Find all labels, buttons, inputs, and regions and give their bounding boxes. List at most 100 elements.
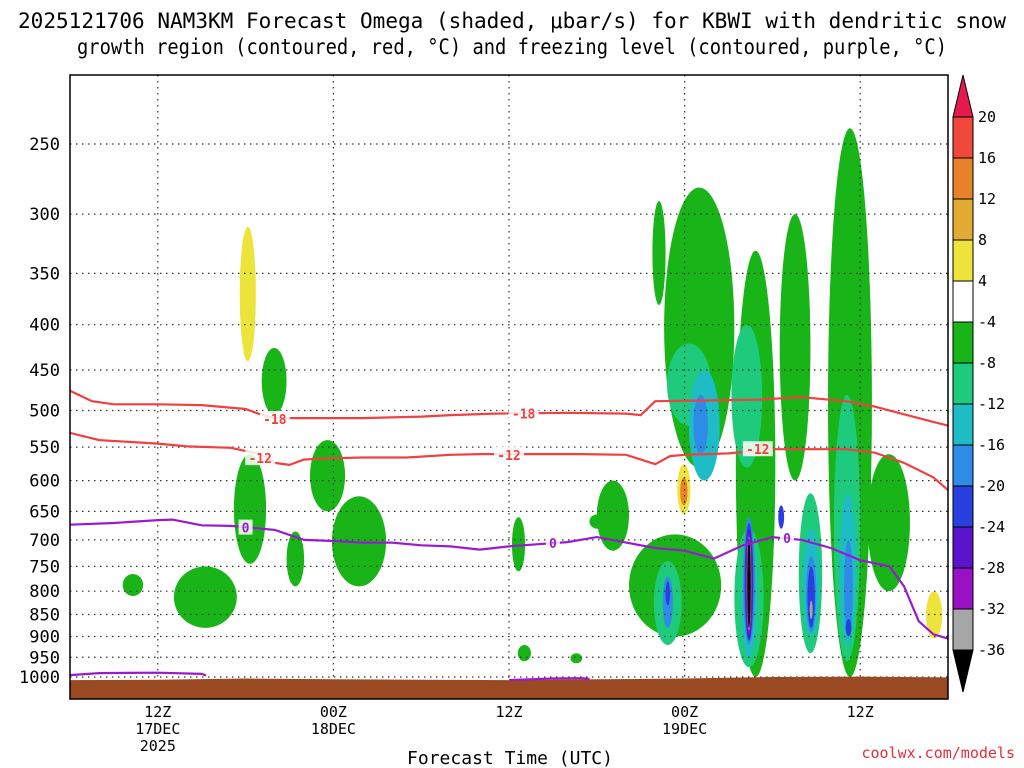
x-tick-0-line3: 2025 — [140, 737, 176, 755]
contour-label-5: 0 — [242, 522, 250, 537]
omega-region-37 — [570, 653, 583, 664]
colorbar-tick-13: -36 — [978, 641, 1005, 659]
y-tick-700: 700 — [29, 531, 60, 551]
x-tick-1-line1: 00Z — [320, 703, 347, 721]
y-tick-450: 450 — [29, 361, 60, 381]
omega-region-18 — [195, 651, 207, 662]
colorbar-top-arrow — [952, 74, 974, 118]
omega-region-26 — [122, 574, 144, 596]
colorbar-band-4 — [952, 280, 974, 323]
colorbar-band-9 — [952, 485, 974, 528]
y-tick-300: 300 — [29, 205, 60, 225]
omega-region-7 — [394, 623, 413, 643]
colorbar-band-7 — [952, 403, 974, 446]
omega-region-20 — [261, 348, 287, 415]
colorbar-tick-9: -20 — [978, 477, 1005, 495]
colorbar-band-10 — [952, 526, 974, 569]
omega-shading — [122, 111, 948, 677]
x-tick-1-line2: 18DEC — [311, 720, 356, 738]
chart-title-line-2: growth region (contoured, red, °C) and f… — [77, 35, 947, 59]
contour-line-0 — [70, 389, 948, 427]
contour-label-bg-4 — [742, 441, 773, 457]
y-tick-900: 900 — [29, 627, 60, 647]
omega-region-5 — [453, 194, 460, 221]
omega-region-40 — [731, 324, 763, 468]
omega-region-1 — [239, 226, 256, 362]
colorbar-tick-10: -24 — [978, 518, 1005, 536]
omega-region-2 — [318, 201, 332, 279]
contour-label-0: -18 — [263, 413, 287, 428]
omega-region-24 — [309, 440, 346, 512]
omega-region-56 — [807, 566, 815, 628]
omega-region-36 — [652, 201, 666, 305]
contour-label-7: 0 — [783, 532, 791, 547]
x-tick-3-line1: 00Z — [671, 703, 698, 721]
contour-label-bg-3 — [494, 446, 524, 462]
chart-title-line-1: 2025121706 NAM3KM Forecast Omega (shaded… — [18, 9, 1006, 33]
contour-label-bg-5 — [238, 519, 253, 535]
colorbar-band-8 — [952, 444, 974, 487]
pressure-axis: 2503003504004505005506006507007508008509… — [19, 135, 60, 688]
colorbar-tick-2: 12 — [978, 190, 996, 208]
colorbar-band-12 — [952, 608, 974, 651]
x-axis-title: Forecast Time (UTC) — [407, 748, 613, 768]
contour-label-2: -18 — [512, 408, 536, 423]
colorbar-tick-12: -32 — [978, 600, 1005, 618]
terrain-surface — [70, 676, 948, 699]
contour-label-1: -12 — [248, 452, 271, 467]
colorbar-band-2 — [952, 198, 974, 241]
omega-region-27 — [517, 644, 531, 662]
y-tick-800: 800 — [29, 582, 60, 602]
contour-line-4 — [508, 677, 590, 682]
colorbar-tick-0: 20 — [978, 108, 996, 126]
colorbar-tick-11: -28 — [978, 559, 1005, 577]
omega-region-33 — [779, 214, 811, 481]
y-tick-1000: 1000 — [19, 668, 60, 688]
omega-region-54 — [665, 581, 670, 606]
colorbar-band-3 — [952, 239, 974, 282]
contour-label-3: -12 — [497, 449, 520, 464]
y-tick-500: 500 — [29, 402, 60, 422]
omega-region-3 — [466, 443, 473, 569]
omega-region-35 — [867, 454, 910, 592]
colorbar-tick-5: -4 — [978, 313, 996, 331]
colorbar-tick-7: -12 — [978, 395, 1005, 413]
y-tick-850: 850 — [29, 606, 60, 626]
colorbar-tick-6: -8 — [978, 354, 996, 372]
contour-label-bg-7 — [780, 530, 795, 546]
colorbar-tick-8: -16 — [978, 436, 1005, 454]
contour-label-bg-0 — [259, 410, 290, 426]
y-tick-950: 950 — [29, 648, 60, 668]
colorbar: 20 16 12 8 4 -4 -8 -12 -16 -20 -24 -28 -32 -36 — [952, 74, 1005, 693]
y-tick-750: 750 — [29, 557, 60, 577]
colorbar-band-1 — [952, 157, 974, 200]
contour-label-4: -12 — [746, 443, 769, 458]
omega-region-19 — [942, 173, 948, 362]
colorbar-tick-1: 16 — [978, 149, 996, 167]
omega-region-28 — [511, 517, 526, 572]
plot-frame — [69, 74, 949, 700]
plot-area: -18 -12 -18 -12 -12 0 0 0 — [69, 74, 949, 700]
y-tick-400: 400 — [29, 316, 60, 336]
omega-region-17 — [228, 627, 243, 641]
site-credit: coolwx.com/models — [861, 744, 1015, 762]
colorbar-tick-3: 8 — [978, 231, 987, 249]
omega-region-49 — [693, 394, 709, 455]
colorbar-tick-4: 4 — [978, 272, 987, 290]
colorbar-band-0 — [952, 116, 974, 159]
terrain-fill — [70, 676, 948, 699]
contour-label-bg-2 — [508, 405, 539, 421]
omega-region-38 — [589, 514, 606, 529]
contour-line-3 — [70, 671, 207, 677]
omega-region-22 — [173, 566, 237, 628]
omega-region-63 — [809, 600, 813, 620]
omega-region-21 — [233, 454, 267, 564]
omega-region-57 — [778, 505, 785, 529]
omega-region-23 — [286, 531, 305, 587]
x-tick-2-line1: 12Z — [495, 703, 522, 721]
x-tick-0-line1: 12Z — [144, 703, 171, 721]
colorbar-band-11 — [952, 567, 974, 610]
y-tick-550: 550 — [29, 438, 60, 458]
